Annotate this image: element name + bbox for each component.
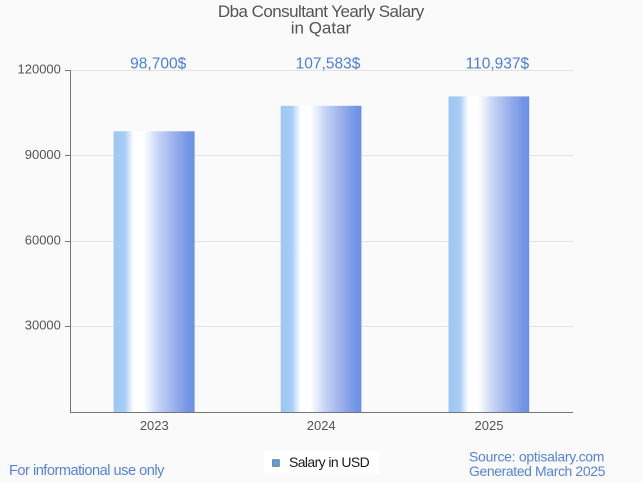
svg-text:2023: 2023 (140, 418, 169, 433)
svg-text:107,583$: 107,583$ (296, 55, 361, 72)
svg-text:90000: 90000 (25, 147, 61, 162)
svg-text:in Qatar: in Qatar (291, 19, 352, 38)
svg-text:98,700$: 98,700$ (130, 55, 186, 72)
svg-text:2024: 2024 (307, 418, 336, 433)
svg-text:Source: optisalary.com: Source: optisalary.com (469, 448, 604, 464)
svg-text:30000: 30000 (25, 318, 61, 333)
svg-text:For informational use only: For informational use only (9, 463, 165, 479)
svg-text:Generated March 2025: Generated March 2025 (469, 463, 606, 479)
svg-text:2025: 2025 (475, 418, 504, 433)
svg-text:120000: 120000 (18, 62, 61, 77)
svg-text:Dba Consultant Yearly Salary: Dba Consultant Yearly Salary (218, 2, 425, 21)
svg-text:Salary in USD: Salary in USD (289, 454, 370, 470)
svg-text:110,937$: 110,937$ (466, 55, 530, 72)
svg-text:60000: 60000 (25, 232, 61, 247)
